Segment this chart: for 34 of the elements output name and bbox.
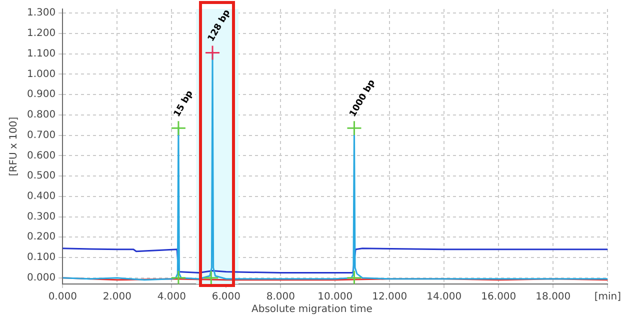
point <box>170 270 186 284</box>
annotation: 15 bp <box>172 88 196 119</box>
y-tick-label: 0.100 <box>26 252 56 264</box>
y-tick-label: 0.900 <box>26 89 56 100</box>
y-axis-title: [RFU x 100] <box>8 116 20 176</box>
y-tick-label: 0.400 <box>26 191 56 202</box>
x-tick-label: 4.000 <box>157 292 186 303</box>
x-tick-label: 0.000 <box>48 292 77 303</box>
point <box>170 120 186 136</box>
y-tick-label: 0.200 <box>26 232 56 243</box>
y-tick-label: 0.300 <box>26 211 56 222</box>
y-tick-label: 0.600 <box>26 150 56 162</box>
point <box>203 270 219 284</box>
y-tick-label: 0.700 <box>26 130 56 141</box>
point <box>346 270 362 284</box>
x-tick-label: 10.000 <box>318 292 353 303</box>
x-tick-label: 12.000 <box>372 292 408 303</box>
y-tick-label: 0.000 <box>26 272 56 284</box>
y-tick-label: 0.800 <box>26 110 56 121</box>
y-tick-label: 1.300 <box>26 8 56 19</box>
x-tick-label: 6.000 <box>212 292 240 303</box>
x-tick-label: 18.000 <box>536 292 571 303</box>
x-tick-label: 8.000 <box>266 292 295 303</box>
x-axis-title: Absolute migration time <box>250 304 374 315</box>
x-tick-label: 14.000 <box>426 292 462 303</box>
y-tick-label: 1.200 <box>26 28 56 40</box>
x-tick-label: 16.000 <box>481 292 516 303</box>
y-tick-label: 0.500 <box>26 170 56 182</box>
x-tick-label: [min] <box>594 292 622 303</box>
y-tick-label: 1.100 <box>26 48 56 60</box>
y-tick-label: 1.000 <box>26 68 56 80</box>
point <box>346 120 362 136</box>
x-tick-label: 2.000 <box>102 292 132 303</box>
point <box>204 45 220 61</box>
